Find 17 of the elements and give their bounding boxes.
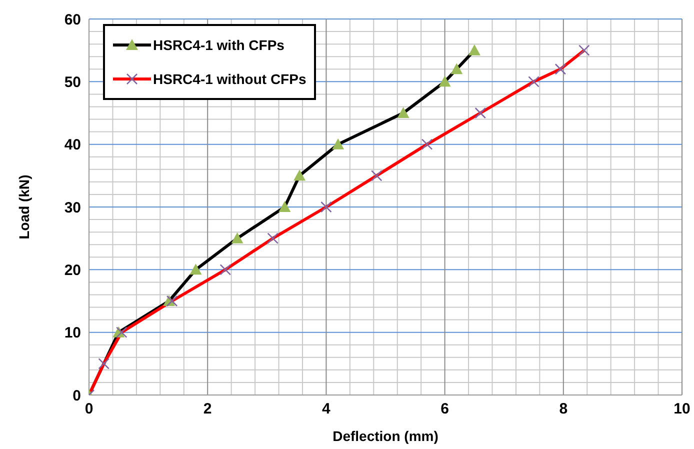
x-axis-title: Deflection (mm) xyxy=(332,428,438,444)
y-tick-label: 40 xyxy=(64,136,81,154)
y-tick-label: 10 xyxy=(64,324,81,342)
y-tick-label: 50 xyxy=(64,74,81,91)
y-tick-label: 20 xyxy=(64,262,81,279)
legend-label: HSRC4-1 without CFPs xyxy=(153,71,306,87)
y-tick-label: 60 xyxy=(64,11,81,28)
x-tick-label: 2 xyxy=(203,400,212,418)
y-tick-label: 0 xyxy=(72,387,81,404)
x-tick-label: 10 xyxy=(674,400,690,418)
y-tick-label: 30 xyxy=(64,199,81,216)
x-tick-label: 6 xyxy=(440,400,449,418)
x-tick-label: 4 xyxy=(322,400,332,418)
x-tick-label: 0 xyxy=(84,400,94,418)
y-axis-title: Load (kN) xyxy=(16,174,32,240)
legend-label: HSRC4-1 with CFPs xyxy=(153,37,284,53)
x-tick-label: 8 xyxy=(559,400,568,418)
